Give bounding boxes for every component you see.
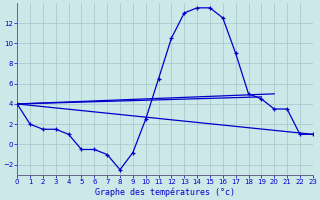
X-axis label: Graphe des températures (°c): Graphe des températures (°c)	[95, 188, 235, 197]
